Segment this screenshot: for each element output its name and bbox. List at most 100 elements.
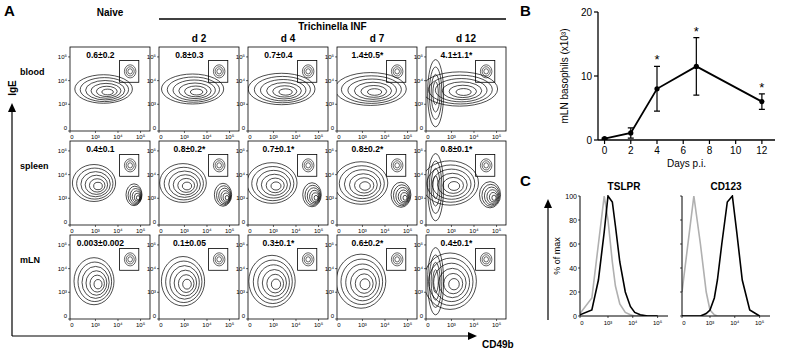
y-tick: [157, 244, 159, 245]
gate-contour: [480, 253, 492, 266]
contour: [254, 76, 310, 102]
contour: [396, 187, 409, 204]
x-tick-label: 10³: [447, 228, 456, 234]
gate-label: 0.8±0.2*: [174, 144, 206, 154]
gate-contour: [304, 161, 312, 170]
y-tick-label: 10⁴: [414, 172, 424, 178]
contour: [160, 164, 207, 203]
gate-contour: [304, 67, 312, 76]
contour: [178, 178, 195, 192]
x-tick: [273, 319, 274, 321]
y-tick: [578, 316, 580, 317]
gate: [120, 154, 139, 176]
x-tick-label: 6: [680, 145, 686, 156]
contour: [190, 89, 202, 95]
contour: [132, 191, 140, 202]
x-axis: [580, 316, 668, 317]
y-tick-label: 0: [153, 313, 157, 319]
plot-frame: [70, 235, 150, 319]
x-tick-label: 10⁴: [628, 320, 638, 326]
contour: [431, 74, 440, 112]
contour: [90, 275, 104, 292]
y-tick: [578, 220, 580, 221]
y-tick: [594, 75, 598, 76]
y-tick-label: 10⁴: [236, 172, 246, 178]
x-tick: [451, 131, 452, 133]
contour: [86, 80, 125, 99]
y-tick: [68, 268, 70, 269]
x-tick-label: 2: [628, 145, 634, 156]
contour: [443, 177, 464, 193]
contour: [128, 186, 141, 204]
contour: [82, 266, 109, 298]
y-tick: [424, 198, 426, 199]
y-tick-label: 10³: [236, 101, 245, 107]
x-tick: [735, 140, 736, 144]
x-tick-label: 4: [654, 145, 660, 156]
x-tick-label: 10⁴: [380, 228, 390, 234]
x-tick: [95, 225, 96, 227]
gate-contour: [126, 255, 134, 264]
contour: [169, 171, 201, 197]
x-tick-label: 10⁴: [380, 322, 390, 328]
x-tick-label: 10⁵: [653, 320, 663, 326]
gate-contour: [482, 255, 490, 264]
gate: [209, 60, 228, 82]
x-tick: [407, 131, 408, 133]
x-tick: [229, 319, 230, 321]
contour: [433, 270, 438, 293]
y-tick: [157, 319, 159, 320]
y-tick: [594, 139, 598, 140]
x-tick-label: 0: [159, 134, 163, 140]
gate: [476, 248, 495, 270]
y-axis: [682, 196, 683, 316]
x-tick: [473, 131, 474, 133]
y-tick: [335, 244, 337, 245]
contour: [426, 161, 479, 205]
contour: [214, 183, 231, 206]
y-tick-label: 10³: [58, 101, 67, 107]
x-tick-label: 10⁵: [225, 322, 235, 328]
x-tick: [206, 225, 207, 227]
gate-contour: [215, 161, 223, 170]
x-tick-label: 10³: [358, 322, 367, 328]
y-tick-label: 0: [586, 135, 592, 146]
row-label: mLN: [20, 255, 40, 265]
y-tick: [157, 292, 159, 293]
y-tick: [157, 150, 159, 151]
y-tick-label: 100: [565, 193, 577, 200]
gate-contour: [128, 257, 133, 262]
y-tick-label: 80: [569, 217, 577, 224]
y-tick-label: 10³: [58, 289, 67, 295]
x-tick-label: 0: [248, 322, 252, 328]
y-tick-label: 20: [581, 7, 593, 18]
x-tick-label: 0: [337, 134, 341, 140]
y-tick: [680, 316, 682, 317]
x-axis: [682, 316, 770, 317]
row-label: blood: [20, 67, 45, 77]
histogram: [580, 196, 658, 316]
title: CD123: [710, 181, 742, 192]
x-tick: [451, 225, 452, 227]
contour: [86, 271, 107, 295]
error-bar: [628, 128, 634, 138]
contour: [182, 182, 191, 190]
gate-contour: [124, 65, 136, 78]
x-tick-label: 10⁵: [403, 134, 413, 140]
contour: [94, 279, 102, 288]
y-tick: [246, 150, 248, 151]
gate-contour: [213, 159, 225, 172]
y-tick-label: 10⁵: [236, 148, 246, 154]
gate-contour: [391, 159, 403, 172]
gate: [476, 154, 495, 176]
contour: [337, 162, 388, 205]
x-tick-label: 0: [159, 228, 163, 234]
y-tick-label: 10⁵: [147, 148, 157, 154]
contour: [444, 273, 463, 293]
y-tick-label: 0: [331, 125, 335, 131]
contour: [271, 182, 281, 190]
contour: [174, 270, 196, 296]
significance: *: [654, 52, 659, 67]
contour: [85, 175, 107, 194]
flow-plot: [75, 75, 133, 104]
